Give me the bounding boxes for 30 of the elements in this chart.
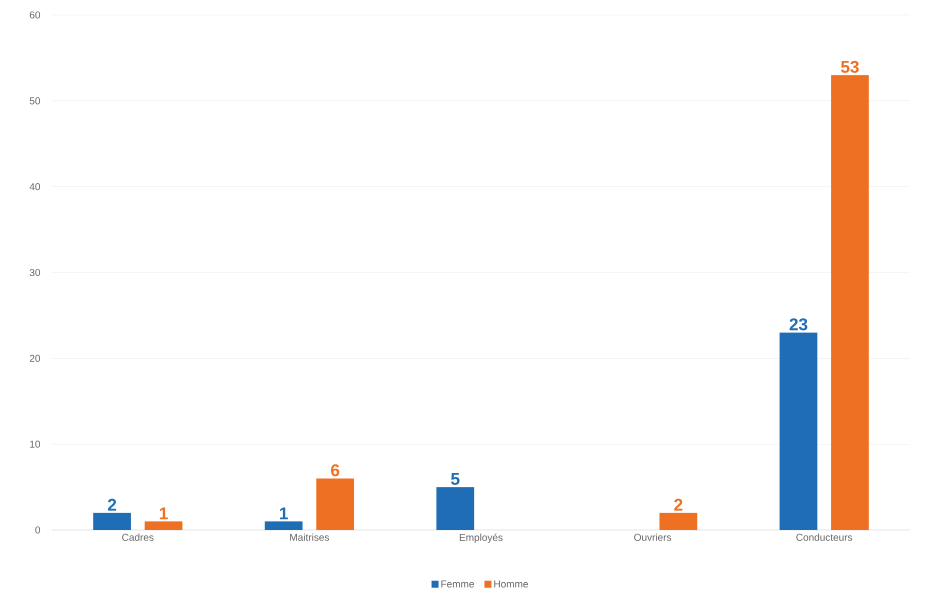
data-label: 5	[451, 473, 460, 485]
y-tick-label: 60	[30, 11, 40, 19]
bar	[264, 521, 303, 530]
y-tick-label: 20	[30, 354, 40, 362]
data-label: 2	[674, 498, 682, 511]
bar	[436, 487, 474, 530]
bar	[780, 332, 818, 530]
data-label: 23	[790, 318, 808, 330]
x-tick-label: Cadres	[122, 534, 154, 541]
data-label: 6	[331, 464, 340, 476]
x-tick-label: Maitrises	[290, 534, 330, 541]
bar	[659, 512, 698, 530]
x-tick-label: Employés	[460, 534, 503, 543]
legend-label: Femme	[441, 580, 474, 588]
y-tick-label: 50	[30, 97, 40, 104]
y-tick-label: 30	[30, 268, 40, 276]
bar	[831, 75, 869, 530]
y-tick-label: 0	[35, 526, 40, 534]
y-tick-label: 10	[30, 440, 40, 448]
data-label: 2	[108, 498, 116, 511]
data-label: 1	[160, 508, 168, 520]
bar	[144, 521, 182, 530]
data-label: 53	[841, 60, 859, 73]
bar	[93, 512, 131, 530]
data-label: 1	[280, 508, 288, 520]
legend-label: Homme	[494, 580, 528, 588]
y-tick-label: 40	[30, 183, 40, 190]
x-tick-label: Ouvriers	[634, 534, 672, 541]
bar	[316, 478, 354, 530]
x-tick-label: Conducteurs	[796, 534, 852, 541]
